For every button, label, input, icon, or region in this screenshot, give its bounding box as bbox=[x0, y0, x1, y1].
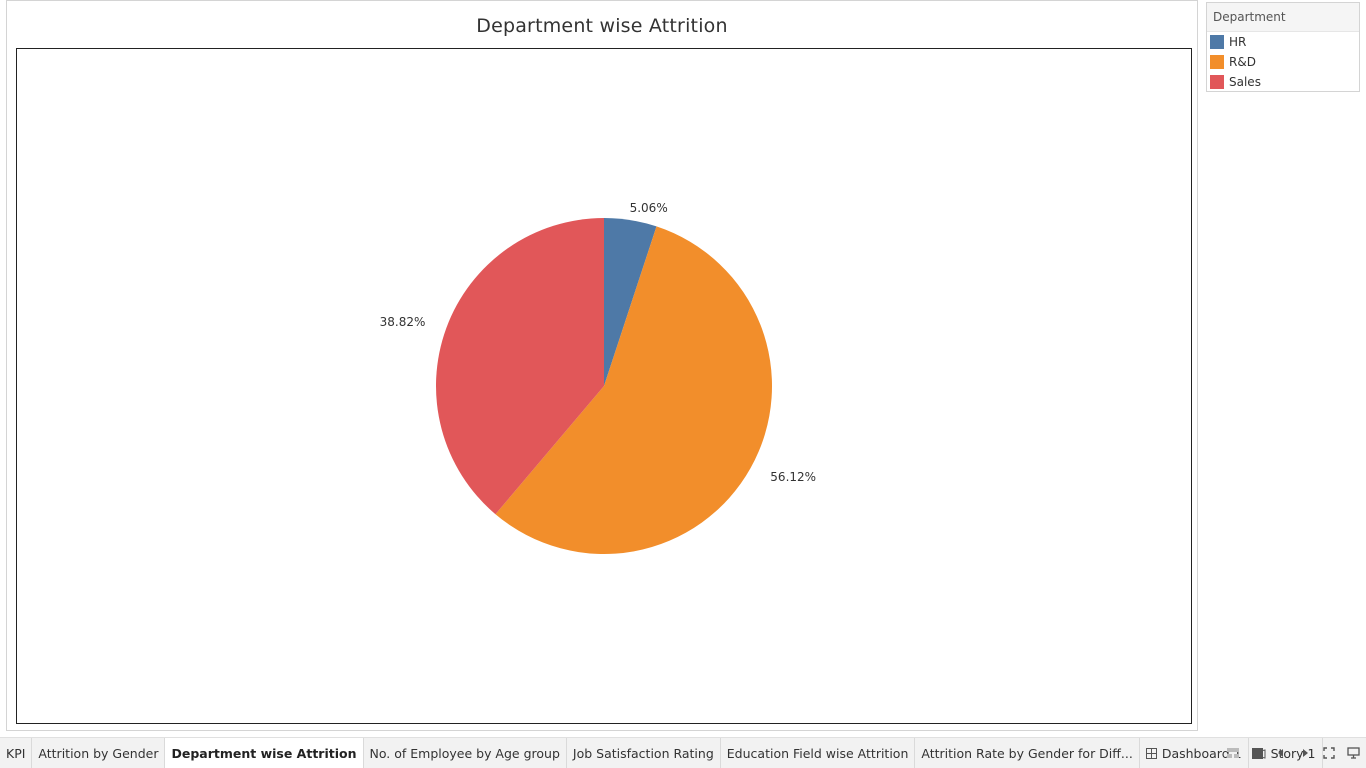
legend-label-sales: Sales bbox=[1229, 75, 1261, 89]
previous-sheet-icon[interactable] bbox=[1274, 746, 1288, 760]
pie-chart[interactable]: 5.06% 56.12% 38.82% bbox=[17, 49, 1191, 723]
color-legend[interactable]: Department HR R&D Sales bbox=[1206, 2, 1360, 92]
next-sheet-icon[interactable] bbox=[1298, 746, 1312, 760]
tab-label: Dashboard 1 bbox=[1161, 745, 1242, 761]
tab-education-field-attrition[interactable]: Education Field wise Attrition bbox=[721, 738, 916, 768]
tab-label: Attrition Rate by Gender for Diff... bbox=[921, 745, 1133, 761]
presentation-mode-icon[interactable] bbox=[1346, 746, 1360, 760]
dashboard-icon bbox=[1145, 747, 1157, 759]
legend-swatch-rd bbox=[1210, 55, 1224, 69]
tab-label: KPI bbox=[6, 745, 26, 761]
show-filmstrip-icon[interactable] bbox=[1226, 746, 1240, 760]
legend-swatch-sales bbox=[1210, 75, 1224, 89]
tab-department-wise-attrition[interactable]: Department wise Attrition bbox=[165, 738, 364, 768]
legend-item-hr[interactable]: HR bbox=[1207, 32, 1359, 52]
pie-slice-rd[interactable] bbox=[495, 226, 773, 554]
pie-slice-hr[interactable] bbox=[604, 218, 657, 386]
tab-kpi[interactable]: KPI bbox=[0, 738, 33, 768]
legend-label-rd: R&D bbox=[1229, 55, 1256, 69]
legend-label-hr: HR bbox=[1229, 35, 1247, 49]
tab-attrition-by-gender[interactable]: Attrition by Gender bbox=[32, 738, 166, 768]
pie-label-hr: 5.06% bbox=[630, 201, 668, 215]
tab-label: Job Satisfaction Rating bbox=[572, 745, 714, 761]
legend-title: Department bbox=[1207, 3, 1359, 32]
legend-swatch-hr bbox=[1210, 35, 1224, 49]
legend-item-sales[interactable]: Sales bbox=[1207, 72, 1359, 92]
pie-label-sales: 38.82% bbox=[380, 315, 426, 329]
worksheet-view: Department wise Attrition 5.06% 56.12% 38.… bbox=[6, 0, 1198, 731]
pie-label-rd: 56.12% bbox=[770, 470, 816, 484]
tab-employee-by-age-group[interactable]: No. of Employee by Age group bbox=[364, 738, 567, 768]
sheet-navigation-controls bbox=[1226, 738, 1360, 768]
tab-label: Story 1 bbox=[1270, 745, 1316, 761]
sheet-title: Department wise Attrition bbox=[476, 15, 728, 37]
tab-attrition-rate-by-gender[interactable]: Attrition Rate by Gender for Diff... bbox=[915, 738, 1140, 768]
tab-label: No. of Employee by Age group bbox=[369, 745, 560, 761]
tab-label: Department wise Attrition bbox=[171, 745, 357, 761]
fit-screen-icon[interactable] bbox=[1322, 746, 1336, 760]
chart-area[interactable]: 5.06% 56.12% 38.82% bbox=[16, 48, 1192, 724]
tab-label: Attrition by Gender bbox=[38, 745, 159, 761]
pie-slice-sales[interactable] bbox=[436, 218, 604, 515]
tab-label: Education Field wise Attrition bbox=[726, 745, 909, 761]
legend-item-rd[interactable]: R&D bbox=[1207, 52, 1359, 72]
tab-dashboard-1[interactable]: Dashboard 1 bbox=[1140, 738, 1249, 768]
sheet-tab-bar: KPI Attrition by Gender Department wise … bbox=[0, 737, 1366, 768]
tab-job-satisfaction-rating[interactable]: Job Satisfaction Rating bbox=[567, 738, 721, 768]
show-tabs-icon[interactable] bbox=[1250, 746, 1264, 760]
